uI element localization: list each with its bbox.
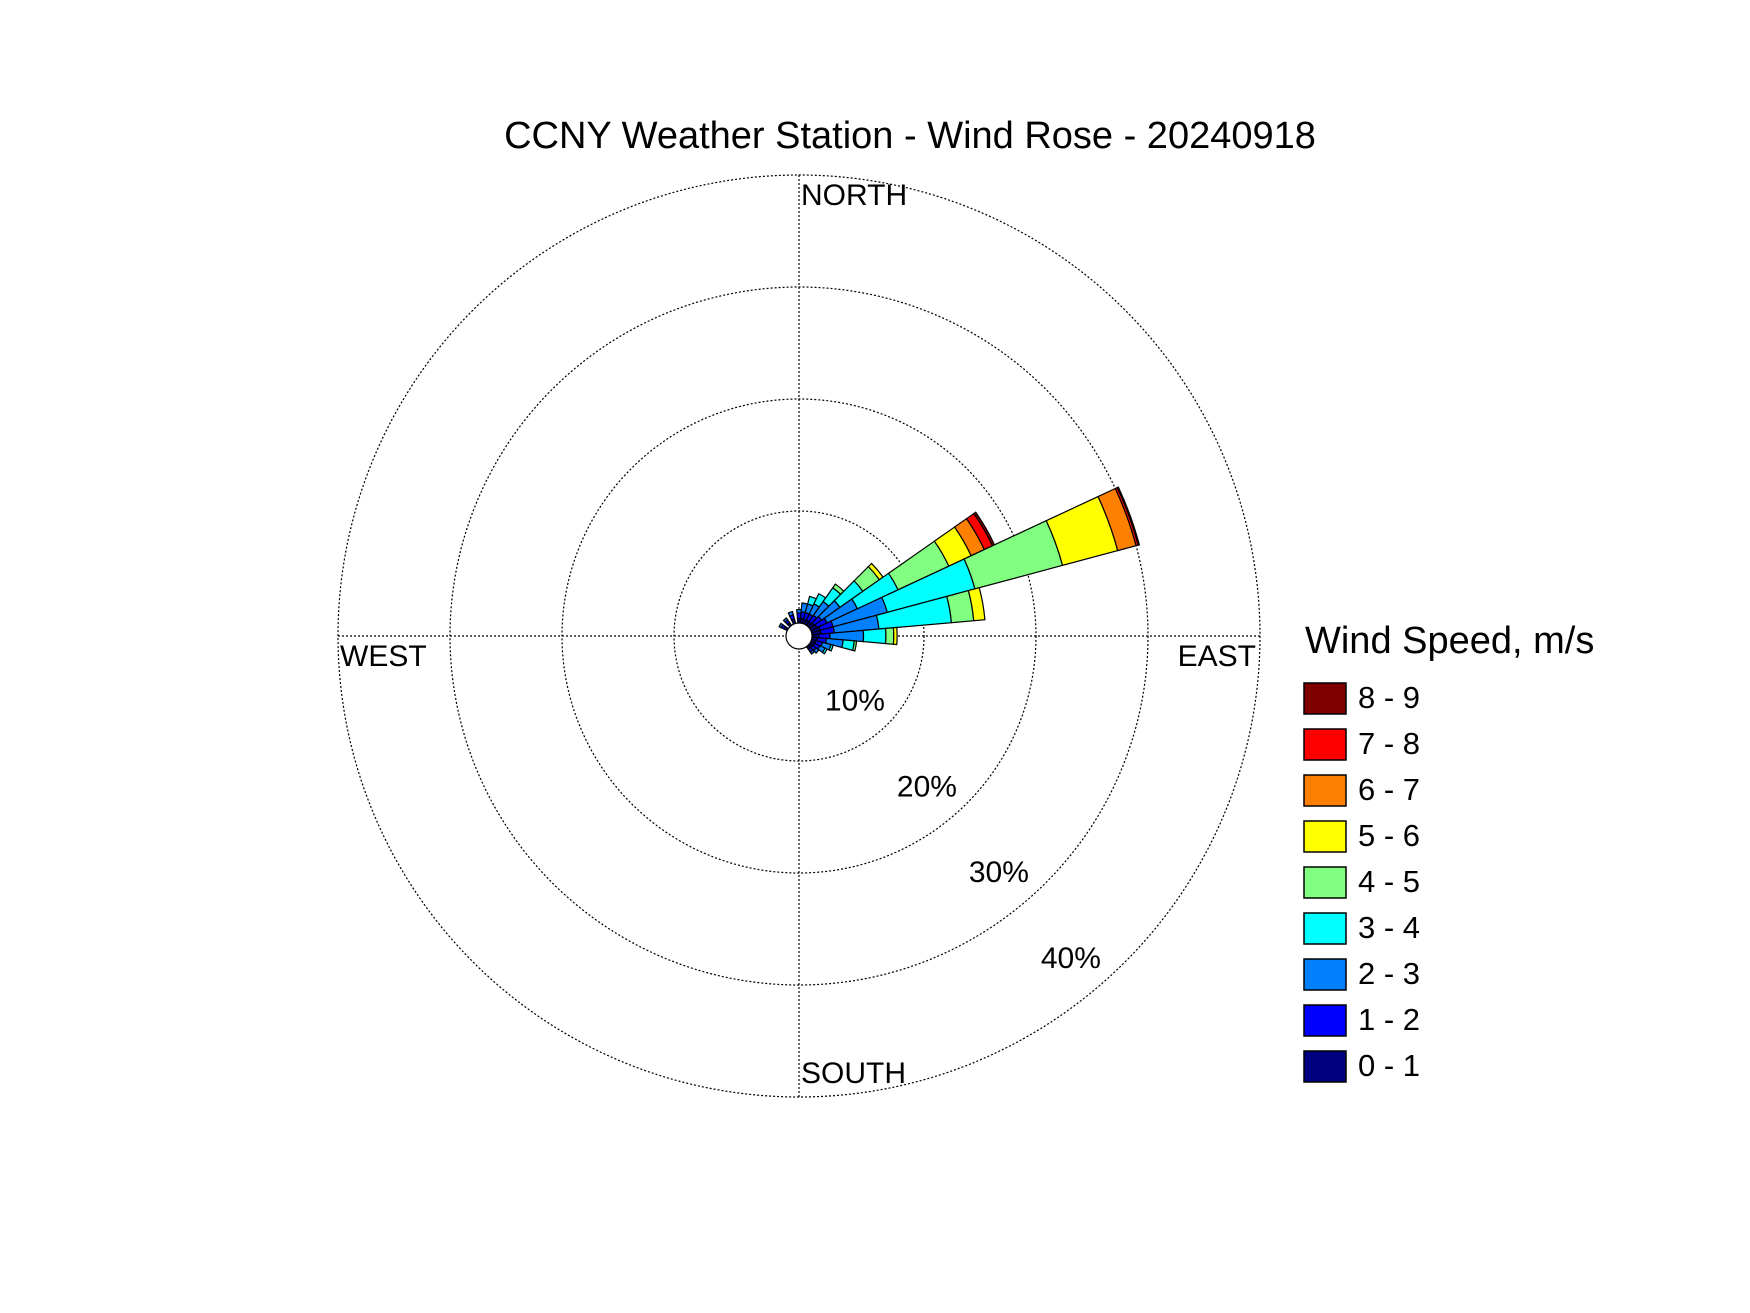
legend-swatch [1303, 1004, 1347, 1037]
center-hole [785, 622, 813, 650]
legend-swatch [1303, 820, 1347, 853]
legend-swatch [1303, 774, 1347, 807]
direction-label: NORTH [801, 179, 907, 212]
wind-segment [967, 586, 986, 622]
r-tick-label: 30% [969, 856, 1029, 889]
r-tick-label: 40% [1041, 942, 1101, 975]
legend-swatch [1303, 912, 1347, 945]
wind-segment [787, 610, 795, 617]
wind-segment [828, 643, 834, 652]
wind-segment [862, 627, 887, 645]
wind-segment [1116, 486, 1141, 546]
grid-ring [449, 286, 1149, 986]
legend-label: 6 - 7 [1358, 772, 1420, 807]
grid-ring [337, 174, 1261, 1098]
chart-title: CCNY Weather Station - Wind Rose - 20240… [504, 115, 1316, 157]
wind-segment [851, 640, 858, 652]
legend-swatch [1303, 682, 1347, 715]
legend-title: Wind Speed, m/s [1305, 620, 1594, 662]
legend-label: 2 - 3 [1358, 956, 1420, 991]
legend-swatch [1303, 1050, 1347, 1083]
legend-swatch [1303, 866, 1347, 899]
legend-label: 3 - 4 [1358, 910, 1420, 945]
direction-label: WEST [340, 640, 427, 673]
legend-label: 5 - 6 [1358, 818, 1420, 853]
grid-ring [561, 398, 1037, 874]
direction-label: SOUTH [801, 1057, 906, 1090]
legend-label: 1 - 2 [1358, 1002, 1420, 1037]
wind-segment [884, 627, 895, 645]
legend-label: 0 - 1 [1358, 1048, 1420, 1083]
r-tick-label: 20% [897, 770, 957, 803]
r-tick-label: 10% [825, 685, 885, 718]
wind-segment [821, 647, 828, 655]
direction-label: EAST [1178, 640, 1256, 673]
wind-segment [892, 626, 898, 646]
legend-label: 7 - 8 [1358, 726, 1420, 761]
grid-ring [673, 510, 925, 762]
legend-swatch [1303, 958, 1347, 991]
wind-segment [782, 617, 789, 623]
wind-segment [778, 622, 784, 629]
legend-label: 4 - 5 [1358, 864, 1420, 899]
legend-label: 8 - 9 [1358, 680, 1420, 715]
legend-swatch [1303, 728, 1347, 761]
wind-segment [809, 649, 816, 655]
